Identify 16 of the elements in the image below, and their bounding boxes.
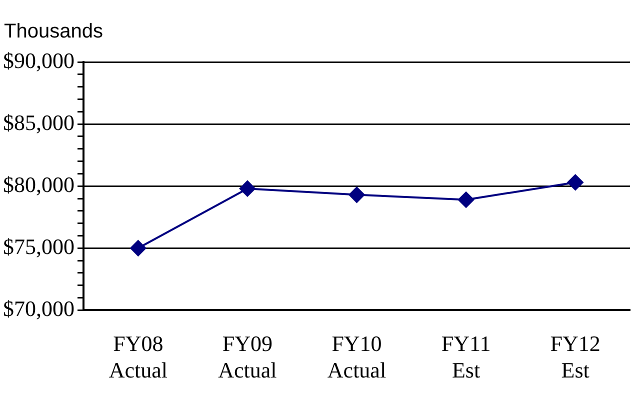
x-tick-label: FY10 Actual	[327, 331, 386, 383]
point	[567, 174, 584, 190]
point	[458, 192, 474, 208]
y-tick-label: $85,000	[3, 110, 74, 135]
x-tick-label: FY11 Est	[441, 331, 491, 383]
point	[348, 186, 365, 203]
x-tick-label: FY12 Est	[550, 331, 600, 383]
point	[239, 180, 256, 197]
y-tick-label: $75,000	[3, 234, 74, 259]
point	[130, 240, 146, 256]
x-tick-label: FY08 Actual	[108, 331, 168, 383]
y-tick-label: $80,000	[3, 172, 74, 197]
y-tick-label: $70,000	[3, 296, 74, 321]
y-axis-title: Thousands	[4, 20, 103, 43]
x-tick-label: FY09 Actual	[218, 331, 277, 383]
y-tick-label: $90,000	[3, 48, 74, 73]
